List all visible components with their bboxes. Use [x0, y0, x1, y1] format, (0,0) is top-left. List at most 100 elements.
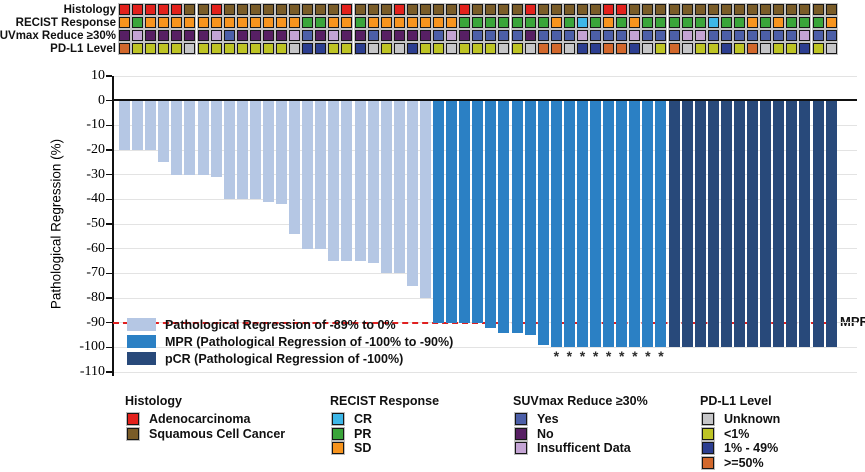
legend-group-title: Histology	[125, 394, 182, 408]
pdl1-cell	[380, 43, 392, 54]
pdl1-cell	[406, 43, 418, 54]
suvmax-cell	[262, 30, 274, 41]
suvmax-cell	[603, 30, 615, 41]
recist-cell	[289, 17, 301, 28]
histology-cell	[786, 4, 798, 15]
recist-cell	[171, 17, 183, 28]
pdl1-cell	[681, 43, 693, 54]
recist-cell	[576, 17, 588, 28]
suvmax-cell	[733, 30, 745, 41]
histology-cell	[576, 4, 588, 15]
histology-cell	[603, 4, 615, 15]
waterfall-bar-pcr	[733, 100, 745, 348]
pdl1-cell	[733, 43, 745, 54]
suvmax-cell	[812, 30, 824, 41]
pdl1-cell	[498, 43, 510, 54]
gridline	[113, 124, 857, 126]
legend-group-title: SUVmax Reduce ≥30%	[513, 394, 648, 408]
histology-cell	[720, 4, 732, 15]
suvmax-cell	[158, 30, 170, 41]
recist-cell	[825, 17, 837, 28]
suvmax-cell	[799, 30, 811, 41]
suvmax-cell	[655, 30, 667, 41]
suvmax-cell	[576, 30, 588, 41]
y-axis-tick-label: -50	[86, 216, 105, 231]
chart-legend-swatch	[127, 335, 156, 348]
recist-cell	[262, 17, 274, 28]
suvmax-cell	[419, 30, 431, 41]
significance-asterisk: *	[553, 348, 560, 364]
waterfall-bar-pr	[419, 100, 431, 298]
gridline	[113, 198, 857, 200]
track-label-recist: RECIST Response	[15, 17, 116, 29]
pdl1-cell	[550, 43, 562, 54]
pdl1-cell	[249, 43, 261, 54]
waterfall-bar-pcr	[668, 100, 680, 348]
suvmax-cell	[629, 30, 641, 41]
recist-cell	[524, 17, 536, 28]
recist-cell	[197, 17, 209, 28]
legend-label: No	[537, 426, 554, 441]
waterfall-bar-pr	[184, 100, 196, 175]
suvmax-cell	[328, 30, 340, 41]
track-label-suvmax: SUVmax Reduce ≥30%	[0, 30, 116, 42]
legend-label: Unknown	[724, 412, 781, 426]
histology-cell	[328, 4, 340, 15]
recist-cell	[393, 17, 405, 28]
y-axis-tick-label: -100	[79, 339, 105, 355]
pdl1-cell	[616, 43, 628, 54]
y-axis-tick-label: -20	[86, 142, 105, 157]
legend-item: >=50%	[700, 456, 865, 471]
waterfall-bar-mpr	[629, 100, 641, 348]
pdl1-cell	[694, 43, 706, 54]
y-axis-tick	[106, 371, 112, 373]
significance-asterisk: *	[618, 348, 625, 364]
significance-asterisk: *	[632, 348, 638, 364]
recist-cell	[603, 17, 615, 28]
histology-cell	[433, 4, 445, 15]
histology-cell	[459, 4, 471, 15]
y-axis-tick	[106, 247, 112, 250]
recist-cell	[158, 17, 170, 28]
pdl1-cell	[603, 43, 615, 54]
suvmax-cell	[236, 30, 248, 41]
pdl1-cell	[158, 43, 170, 54]
pdl1-cell	[276, 43, 288, 54]
suvmax-cell	[249, 30, 261, 41]
chart-legend-swatch	[127, 352, 156, 365]
histology-cell	[197, 4, 209, 15]
legend-group-3: SUVmax Reduce ≥30% Yes No Insufficent Data	[513, 394, 713, 456]
legend-label: 1% - 49%	[724, 441, 779, 455]
waterfall-bar-pr	[276, 100, 288, 205]
waterfall-bar-pr	[171, 100, 183, 175]
histology-cell	[590, 4, 602, 15]
waterfall-bar-mpr	[590, 100, 602, 348]
recist-cell	[223, 17, 235, 28]
histology-cell	[236, 4, 248, 15]
recist-cell	[249, 17, 261, 28]
recist-cell	[773, 17, 785, 28]
waterfall-bar-pr	[145, 100, 157, 150]
suvmax-cell	[341, 30, 353, 41]
legend-item: 1% - 49%	[700, 441, 865, 456]
suvmax-cell	[132, 30, 144, 41]
significance-asterisk: *	[592, 348, 599, 364]
chart-legend-label: Pathological Regression of -89% to 0%	[165, 318, 396, 332]
pdl1-cell	[707, 43, 719, 54]
suvmax-cell	[119, 30, 130, 41]
recist-cell	[433, 17, 445, 28]
legend-swatch	[332, 442, 344, 454]
pdl1-cell	[812, 43, 824, 54]
pdl1-cell	[446, 43, 458, 54]
pdl1-cell	[760, 43, 772, 54]
recist-cell	[590, 17, 602, 28]
waterfall-bar-pr	[367, 100, 379, 264]
y-axis-tick	[106, 173, 112, 176]
recist-cell	[328, 17, 340, 28]
chart-legend-swatch	[127, 318, 156, 331]
pdl1-cell	[655, 43, 667, 54]
waterfall-bar-mpr	[459, 100, 471, 323]
legend-group-4: PD-L1 Level Unknown <1% 1% - 49% >=50%	[700, 394, 865, 470]
gridline	[113, 75, 857, 77]
suvmax-cell	[276, 30, 288, 41]
